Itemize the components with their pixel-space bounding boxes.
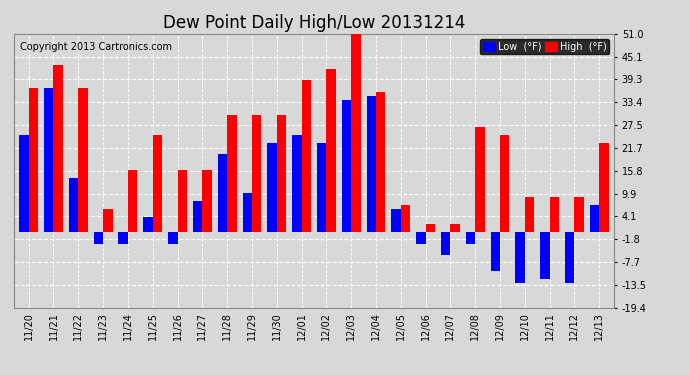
Bar xyxy=(441,232,451,255)
Bar xyxy=(326,69,336,232)
Bar xyxy=(317,142,326,232)
Bar xyxy=(351,30,361,232)
Bar xyxy=(401,205,410,232)
Bar xyxy=(69,178,78,232)
Bar xyxy=(267,142,277,232)
Bar xyxy=(193,201,202,232)
Bar xyxy=(426,224,435,232)
Bar xyxy=(277,116,286,232)
Bar xyxy=(525,197,534,232)
Bar xyxy=(515,232,525,283)
Bar xyxy=(44,88,54,232)
Bar xyxy=(491,232,500,271)
Bar xyxy=(416,232,426,244)
Bar xyxy=(218,154,227,232)
Bar xyxy=(540,232,550,279)
Bar xyxy=(29,88,38,232)
Bar xyxy=(475,127,484,232)
Bar xyxy=(302,80,311,232)
Bar xyxy=(144,216,152,232)
Text: Copyright 2013 Cartronics.com: Copyright 2013 Cartronics.com xyxy=(20,42,172,52)
Legend: Low  (°F), High  (°F): Low (°F), High (°F) xyxy=(480,39,609,54)
Bar xyxy=(466,232,475,244)
Bar xyxy=(168,232,177,244)
Bar xyxy=(366,96,376,232)
Bar xyxy=(78,88,88,232)
Bar xyxy=(242,193,252,232)
Bar xyxy=(451,224,460,232)
Bar xyxy=(376,92,386,232)
Bar xyxy=(119,232,128,244)
Bar xyxy=(152,135,162,232)
Bar xyxy=(500,135,509,232)
Bar xyxy=(252,116,262,232)
Bar xyxy=(292,135,302,232)
Bar xyxy=(550,197,559,232)
Bar xyxy=(177,170,187,232)
Bar xyxy=(19,135,29,232)
Bar xyxy=(202,170,212,232)
Bar xyxy=(590,205,599,232)
Bar xyxy=(103,209,112,232)
Bar xyxy=(128,170,137,232)
Bar xyxy=(574,197,584,232)
Bar xyxy=(565,232,574,283)
Bar xyxy=(54,65,63,232)
Bar xyxy=(599,142,609,232)
Bar xyxy=(227,116,237,232)
Bar xyxy=(342,100,351,232)
Title: Dew Point Daily High/Low 20131214: Dew Point Daily High/Low 20131214 xyxy=(163,14,465,32)
Bar xyxy=(391,209,401,232)
Bar xyxy=(94,232,103,244)
